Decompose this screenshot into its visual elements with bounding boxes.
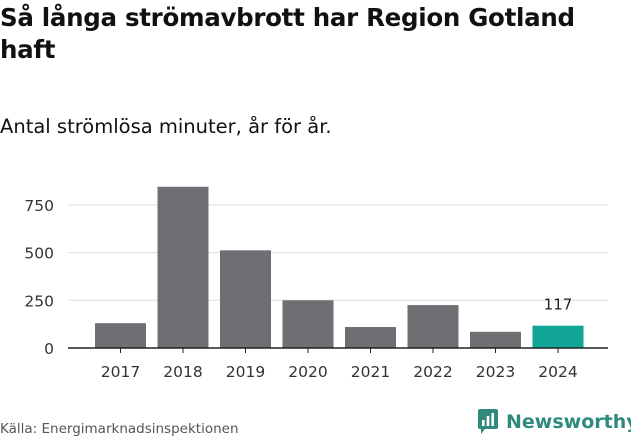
- x-tick-label: 2022: [413, 363, 452, 381]
- bar: [345, 327, 396, 348]
- x-tick-label: 2019: [226, 363, 265, 381]
- chart-title: Så långa strömavbrott har Region Gotland…: [0, 3, 575, 64]
- newsworthy-logo-icon: [478, 409, 498, 434]
- brand-name: Newsworthy: [506, 411, 631, 433]
- brand: Newsworthy: [476, 408, 631, 436]
- bar: [95, 323, 146, 348]
- bar: [220, 250, 271, 348]
- y-tick-label: 0: [44, 340, 54, 358]
- bar: [407, 305, 459, 348]
- x-tick-label: 2023: [476, 363, 515, 381]
- y-tick-label: 750: [24, 197, 54, 215]
- x-tick-label: 2024: [538, 363, 577, 381]
- y-tick-label: 500: [24, 245, 54, 263]
- x-tick-label: 2018: [163, 363, 202, 381]
- x-tick-label: 2017: [101, 363, 140, 381]
- x-tick-label: 2020: [288, 363, 327, 381]
- bar: [532, 325, 584, 348]
- chart-subtitle: Antal strömlösa minuter, år för år.: [0, 115, 332, 138]
- bar: [282, 300, 334, 348]
- x-tick-label: 2021: [351, 363, 390, 381]
- source-note: Källa: Energimarknadsinspektionen: [0, 421, 239, 437]
- bar: [157, 186, 209, 348]
- y-tick-label: 250: [24, 292, 54, 310]
- data-label: 117: [544, 296, 573, 314]
- bar: [470, 331, 521, 348]
